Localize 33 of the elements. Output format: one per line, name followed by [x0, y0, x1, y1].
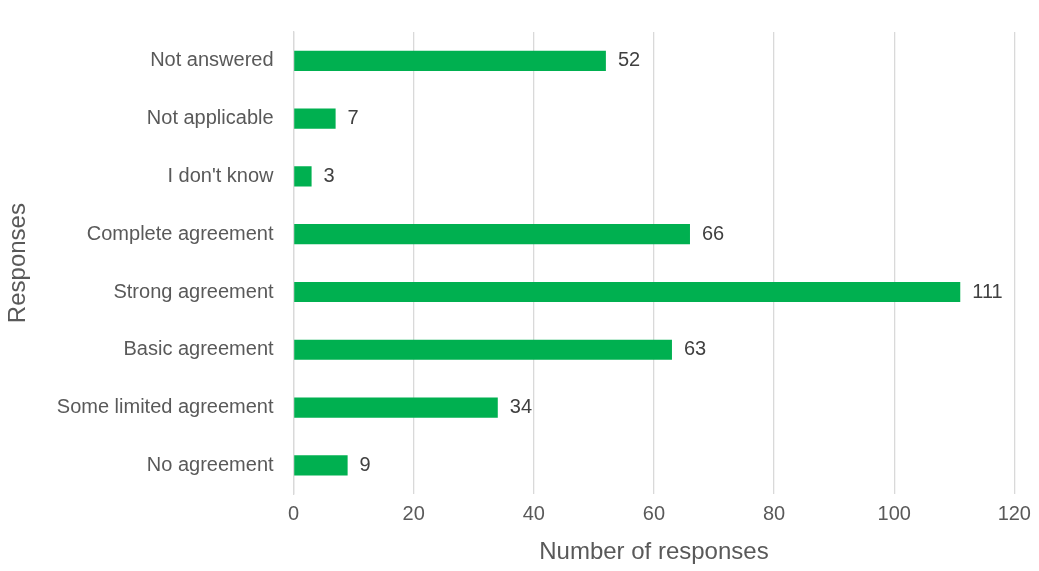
- x-tick-label: 60: [642, 501, 666, 524]
- data-label: 34: [509, 395, 533, 418]
- y-tick-label: I don't know: [167, 163, 275, 186]
- bar: [294, 339, 672, 360]
- data-label: 111: [972, 279, 1003, 302]
- x-tick-label: 20: [402, 501, 425, 524]
- x-tick-label: 0: [288, 501, 300, 524]
- bar: [294, 224, 690, 245]
- data-label: 7: [347, 106, 359, 129]
- x-tick-label: 80: [762, 501, 786, 524]
- y-tick-label: Complete agreement: [86, 221, 274, 244]
- data-label: 9: [359, 452, 371, 475]
- bar: [294, 397, 498, 418]
- bar: [294, 166, 312, 187]
- bar: [294, 455, 348, 476]
- y-tick-label: No agreement: [146, 452, 274, 475]
- y-tick-label: Not answered: [150, 48, 274, 71]
- data-label: 66: [701, 221, 725, 244]
- x-tick-label: 120: [997, 501, 1031, 524]
- x-tick-label: 40: [522, 501, 545, 524]
- x-axis-title: Number of responses: [539, 537, 769, 565]
- bar: [294, 50, 606, 71]
- x-tick-label: 100: [877, 501, 911, 524]
- y-tick-label: Basic agreement: [123, 337, 275, 360]
- bar: [294, 108, 336, 129]
- data-label: 3: [323, 163, 335, 186]
- y-tick-label: Not applicable: [146, 106, 274, 129]
- bar: [294, 281, 961, 303]
- data-label: 63: [683, 337, 707, 360]
- y-tick-label: Some limited agreement: [56, 395, 274, 418]
- y-axis-title: Responses: [3, 203, 31, 324]
- data-label: 52: [617, 48, 641, 71]
- y-tick-label: Strong agreement: [113, 279, 274, 302]
